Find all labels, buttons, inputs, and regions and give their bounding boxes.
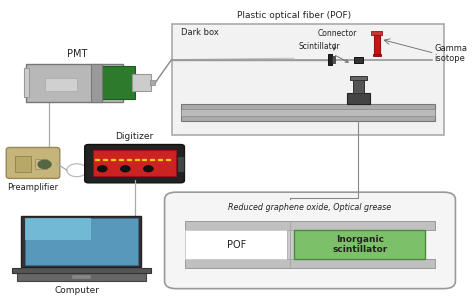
Bar bbox=[25, 219, 91, 240]
Bar bbox=[328, 54, 332, 65]
Bar bbox=[181, 105, 435, 121]
Bar bbox=[353, 80, 364, 93]
Bar bbox=[332, 56, 335, 63]
Circle shape bbox=[38, 160, 51, 168]
Bar bbox=[166, 159, 171, 162]
Circle shape bbox=[98, 166, 107, 172]
Bar bbox=[374, 34, 380, 54]
Bar bbox=[91, 64, 102, 102]
Text: Preamplifier: Preamplifier bbox=[8, 183, 59, 192]
Text: Reduced graphene oxide, Optical grease: Reduced graphene oxide, Optical grease bbox=[228, 203, 392, 212]
Circle shape bbox=[144, 166, 153, 172]
Bar bbox=[17, 273, 146, 281]
Bar bbox=[135, 159, 140, 162]
Text: Connector: Connector bbox=[318, 29, 357, 50]
Bar bbox=[185, 230, 287, 259]
Bar bbox=[142, 159, 147, 162]
Text: Dark box: Dark box bbox=[181, 29, 219, 37]
Bar bbox=[93, 150, 176, 176]
Bar bbox=[372, 31, 383, 35]
Text: POF: POF bbox=[227, 240, 246, 250]
Bar bbox=[103, 159, 108, 162]
Bar bbox=[287, 230, 294, 259]
Bar bbox=[150, 80, 155, 86]
Text: Plastic optical fiber (POF): Plastic optical fiber (POF) bbox=[237, 11, 351, 20]
Bar bbox=[150, 159, 155, 162]
Bar bbox=[132, 74, 151, 91]
Text: Digitizer: Digitizer bbox=[116, 132, 154, 141]
FancyBboxPatch shape bbox=[85, 145, 184, 183]
Bar bbox=[95, 159, 100, 162]
Bar bbox=[172, 24, 444, 135]
Bar bbox=[72, 275, 91, 279]
Text: Inorganic
scintillator: Inorganic scintillator bbox=[332, 235, 387, 255]
Bar bbox=[185, 221, 435, 230]
Bar bbox=[21, 216, 142, 267]
Text: Scintillator: Scintillator bbox=[299, 42, 348, 62]
Bar bbox=[45, 78, 77, 91]
Bar bbox=[177, 156, 184, 172]
Bar bbox=[111, 159, 116, 162]
Bar bbox=[373, 54, 381, 56]
Bar bbox=[25, 219, 138, 265]
Bar bbox=[24, 68, 29, 97]
FancyBboxPatch shape bbox=[6, 147, 60, 178]
Bar bbox=[294, 230, 425, 259]
Bar bbox=[185, 259, 435, 268]
Bar bbox=[158, 159, 163, 162]
Bar bbox=[119, 159, 124, 162]
Circle shape bbox=[121, 166, 130, 172]
Bar bbox=[26, 64, 123, 102]
Text: Gamma
isotope: Gamma isotope bbox=[435, 44, 468, 63]
Bar bbox=[100, 67, 135, 99]
Bar bbox=[181, 109, 435, 116]
Bar bbox=[15, 156, 31, 172]
Bar bbox=[354, 57, 363, 63]
Text: PMT: PMT bbox=[67, 49, 87, 59]
Bar bbox=[350, 76, 367, 80]
Bar bbox=[127, 159, 132, 162]
Bar bbox=[347, 93, 370, 105]
Bar bbox=[36, 159, 47, 169]
Bar bbox=[21, 267, 142, 268]
Text: Computer: Computer bbox=[55, 286, 100, 295]
FancyBboxPatch shape bbox=[164, 192, 456, 289]
Bar bbox=[12, 268, 151, 273]
